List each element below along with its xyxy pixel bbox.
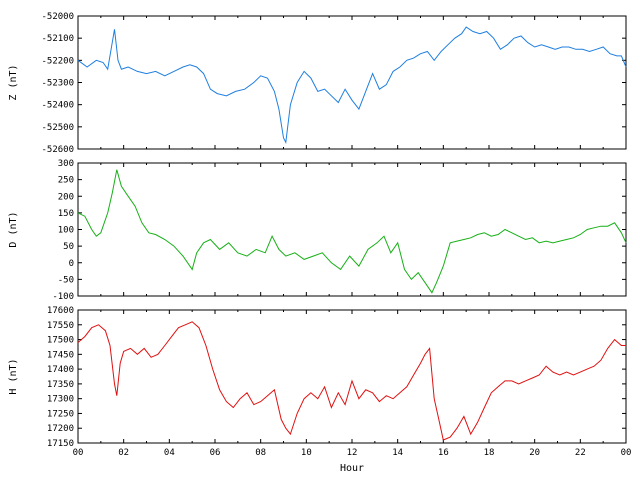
series-line-h — [77, 321, 626, 441]
ytick-label-d-3: 150 — [58, 209, 74, 219]
ytick-label-h-4: 17400 — [47, 365, 74, 375]
ytick-label-d-4: 100 — [58, 226, 74, 236]
ylabel-z: Z (nT) — [8, 64, 19, 100]
ytick-label-z-1: -52100 — [41, 34, 74, 44]
ytick-label-h-7: 17250 — [47, 409, 74, 419]
series-line-d — [77, 169, 627, 294]
plot-frame-z — [77, 15, 627, 150]
xtick-label-3: 06 — [210, 448, 221, 458]
xtick-label-2: 04 — [164, 448, 175, 458]
xtick-label-4: 08 — [255, 448, 266, 458]
ytick-label-d-5: 50 — [63, 242, 74, 252]
xtick-label-1: 02 — [118, 448, 129, 458]
xtick-label-11: 22 — [575, 448, 586, 458]
plot-frame-d — [77, 162, 627, 297]
ytick-label-d-6: 0 — [69, 259, 74, 269]
xtick-label-9: 18 — [484, 448, 495, 458]
ytick-label-z-4: -52400 — [41, 101, 74, 111]
xtick-label-10: 20 — [529, 448, 540, 458]
ytick-label-h-8: 17200 — [47, 424, 74, 434]
ytick-label-d-1: 250 — [58, 176, 74, 186]
ylabel-d: D (nT) — [8, 211, 19, 247]
ytick-label-h-0: 17600 — [47, 306, 74, 316]
ytick-label-h-1: 17550 — [47, 321, 74, 331]
xtick-label-6: 12 — [347, 448, 358, 458]
ytick-label-h-6: 17300 — [47, 395, 74, 405]
ylabel-h: H (nT) — [8, 358, 19, 394]
ytick-label-z-6: -52600 — [41, 145, 74, 155]
plot-frame-h — [77, 309, 627, 444]
ytick-label-d-2: 200 — [58, 192, 74, 202]
ytick-label-z-0: -52000 — [41, 12, 74, 22]
xtick-label-8: 16 — [438, 448, 449, 458]
series-line-z — [77, 26, 627, 144]
ytick-label-z-3: -52300 — [41, 79, 74, 89]
ytick-label-d-8: -100 — [52, 292, 74, 302]
xtick-label-0: 00 — [73, 448, 84, 458]
ytick-label-z-2: -52200 — [41, 56, 74, 66]
ytick-label-h-9: 17150 — [47, 439, 74, 449]
ytick-label-d-0: 300 — [58, 159, 74, 169]
ytick-label-h-2: 17500 — [47, 336, 74, 346]
xtick-label-7: 14 — [392, 448, 403, 458]
ytick-label-h-3: 17450 — [47, 350, 74, 360]
ytick-label-d-7: -50 — [58, 275, 74, 285]
xlabel: Hour — [340, 463, 364, 474]
ytick-label-z-5: -52500 — [41, 123, 74, 133]
ytick-label-h-5: 17350 — [47, 380, 74, 390]
xtick-label-12: 00 — [621, 448, 632, 458]
xtick-label-5: 10 — [301, 448, 312, 458]
